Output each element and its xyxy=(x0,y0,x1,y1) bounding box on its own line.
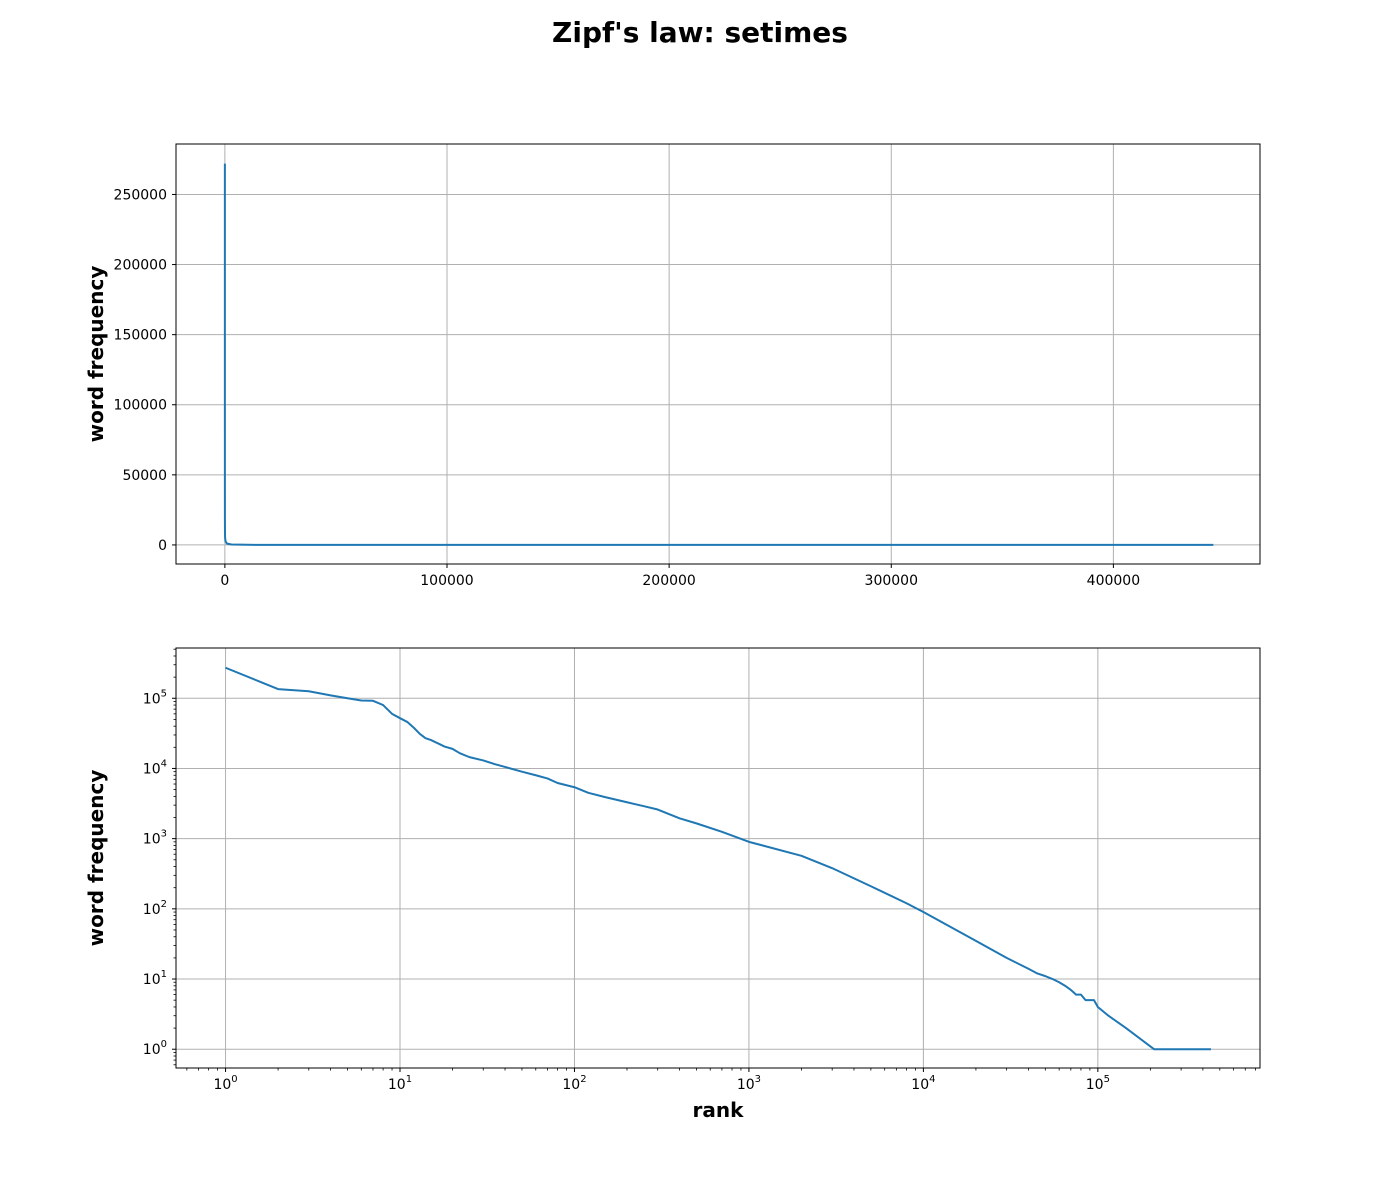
bottom-panel-log: 100 101 102 103 104 105 100 101 102 103 104 105 word… xyxy=(84,647,1261,1122)
y-tick-label: 50000 xyxy=(122,468,167,484)
x-tick-label: 0 xyxy=(220,573,229,589)
y-tick-label: 103 xyxy=(143,829,167,848)
x-tick-label: 400000 xyxy=(1087,573,1140,589)
y-axis-label: word frequency xyxy=(84,266,108,443)
y-tick-label: 150000 xyxy=(114,328,167,344)
y-axis-label: word frequency xyxy=(84,770,108,947)
x-tick-label: 100000 xyxy=(420,573,473,589)
y-tick-label: 102 xyxy=(143,899,167,918)
x-tick-label: 300000 xyxy=(865,573,918,589)
top-panel-linear: 0 100000 200000 300000 400000 0 50000 100000 150… xyxy=(84,143,1261,589)
x-tick-label: 200000 xyxy=(642,573,695,589)
y-tick-label: 200000 xyxy=(114,258,167,274)
figure-title: Zipf's law: setimes xyxy=(552,16,848,49)
y-tick-label: 100000 xyxy=(114,398,167,414)
x-tick-label: 105 xyxy=(1086,1074,1110,1093)
x-tick-label: 101 xyxy=(388,1074,412,1093)
y-tick-label: 250000 xyxy=(114,187,167,203)
y-tick-label: 0 xyxy=(158,538,167,554)
y-tick-label: 104 xyxy=(143,758,167,777)
x-axis-label: rank xyxy=(693,1098,745,1122)
x-tick-label: 104 xyxy=(911,1074,935,1093)
y-tick-label: 105 xyxy=(143,688,167,707)
x-tick-label: 103 xyxy=(737,1074,761,1093)
x-tick-label: 100 xyxy=(213,1074,237,1093)
axes-frame xyxy=(175,143,1261,565)
x-tick-label: 102 xyxy=(562,1074,586,1093)
y-tick-label: 101 xyxy=(143,969,167,988)
y-tick-label: 100 xyxy=(143,1039,167,1058)
axes-frame xyxy=(175,647,1261,1069)
series-line xyxy=(223,163,1214,546)
series-line xyxy=(225,666,1211,1051)
